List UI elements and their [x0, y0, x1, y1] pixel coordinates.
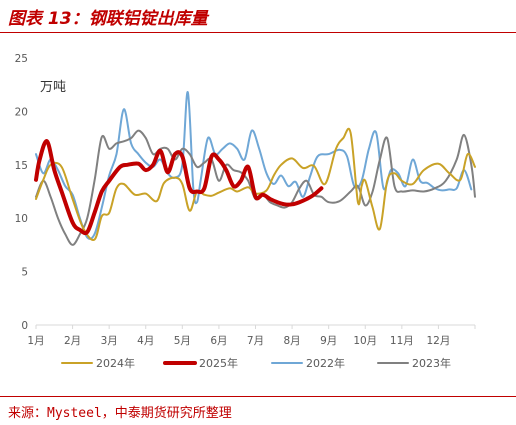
x-tick-label: 2月 — [64, 335, 81, 347]
x-tick-label: 6月 — [210, 335, 227, 347]
source-rule — [0, 396, 516, 397]
x-tick-label: 1月 — [27, 335, 44, 347]
axes: 0 5 10 15 20 25 1月 2月 3月 4月 5月 6月 7月 8月 9月 10月 11月 12月 — [15, 53, 476, 347]
line-chart: 0 5 10 15 20 25 1月 2月 3月 4月 5月 6月 7月 8月 9月 10月 11月 12月 万吨… — [15, 53, 476, 370]
x-tick-label: 4月 — [137, 335, 154, 347]
series-line-2025年 — [34, 139, 324, 236]
legend: 2024年 2025年 2022年 2023年 — [61, 356, 451, 370]
x-tick-label: 3月 — [101, 335, 118, 347]
series-lines — [34, 91, 476, 246]
figure-title: 图表 13：钢联铝锭出库量 — [8, 9, 208, 29]
y-tick-label: 25 — [15, 53, 28, 65]
y-tick-label: 10 — [15, 213, 28, 225]
x-tick-label: 8月 — [283, 335, 300, 347]
y-tick-label: 15 — [15, 160, 28, 172]
series-line-2022年 — [35, 91, 473, 240]
y-tick-label: 20 — [15, 106, 28, 118]
legend-label: 2022年 — [306, 356, 345, 370]
x-tick-label: 11月 — [390, 335, 414, 347]
x-tick-label: 7月 — [247, 335, 264, 347]
legend-label: 2024年 — [96, 356, 135, 370]
legend-label: 2023年 — [412, 356, 451, 370]
x-tick-label: 12月 — [426, 335, 450, 347]
x-tick-label: 5月 — [174, 335, 191, 347]
y-tick-label: 5 — [21, 267, 28, 279]
title-rule — [0, 32, 516, 33]
series-line-2024年 — [35, 127, 476, 241]
x-tick-label: 9月 — [320, 335, 337, 347]
unit-label: 万吨 — [40, 80, 66, 95]
legend-label: 2025年 — [199, 356, 238, 370]
y-tick-label: 0 — [21, 320, 28, 332]
x-tick-label: 10月 — [353, 335, 377, 347]
source-note: 来源：Mysteel，中泰期货研究所整理 — [8, 406, 232, 421]
